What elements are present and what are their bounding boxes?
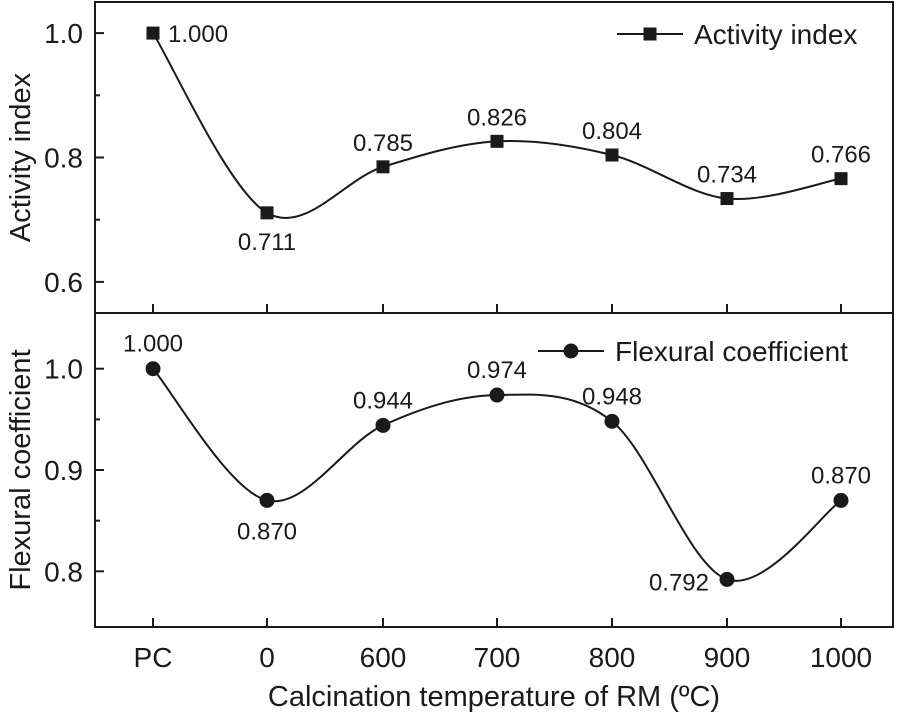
- activity-ylabel: Activity index: [5, 72, 37, 242]
- activity-point: [146, 26, 160, 40]
- flexural-point: [833, 492, 849, 508]
- flexural-ytick-label: 0.9: [44, 455, 83, 486]
- x-tick-label: 600: [360, 642, 407, 673]
- x-tick-label: PC: [134, 642, 173, 673]
- plot-frame: [94, 1, 894, 628]
- activity-legend-marker: [643, 27, 657, 41]
- flexural-point: [719, 571, 735, 587]
- activity-data-label: 1.000: [168, 21, 228, 48]
- activity-data-label: 0.766: [811, 142, 871, 169]
- flexural-data-label: 0.948: [582, 383, 642, 410]
- flexural-data-label: 0.870: [237, 518, 297, 545]
- flexural-ytick-label: 1.0: [44, 354, 83, 385]
- flexural-data-label: 0.792: [649, 569, 709, 596]
- activity-point: [834, 172, 848, 186]
- activity-data-label: 0.826: [467, 104, 527, 131]
- flexural-ylabel: Flexural coefficient: [5, 349, 37, 590]
- flexural-data-label: 1.000: [123, 331, 183, 358]
- activity-data-label: 0.785: [353, 130, 413, 157]
- x-tick-label: 1000: [810, 642, 872, 673]
- flexural-ytick-label: 0.8: [44, 556, 83, 587]
- activity-point: [720, 192, 734, 206]
- activity-point: [376, 160, 390, 174]
- flexural-data-label: 0.870: [811, 462, 871, 489]
- x-tick-label: 900: [704, 642, 751, 673]
- flexural-data-label: 0.974: [467, 357, 527, 384]
- flexural-data-label: 0.944: [353, 387, 413, 414]
- activity-point: [260, 206, 274, 220]
- activity-point: [490, 134, 504, 148]
- activity-ytick-label: 1.0: [44, 18, 83, 49]
- activity-data-label: 0.804: [582, 118, 642, 145]
- activity-ytick-label: 0.8: [44, 143, 83, 174]
- flexural-point: [259, 492, 275, 508]
- flexural-point: [145, 361, 161, 377]
- x-axis-label: Calcination temperature of RM (ºC): [268, 681, 720, 713]
- x-tick-label: 700: [474, 642, 521, 673]
- activity-legend-label: Activity index: [694, 19, 857, 50]
- activity-data-label: 0.711: [238, 229, 296, 256]
- x-tick-label: 800: [589, 642, 636, 673]
- activity-data-label: 0.734: [697, 162, 757, 189]
- flexural-point: [375, 417, 391, 433]
- flexural-point: [489, 387, 505, 403]
- flexural-legend-marker: [563, 343, 579, 359]
- activity-ytick-label: 0.6: [44, 267, 83, 298]
- flexural-legend-label: Flexural coefficient: [615, 336, 848, 367]
- activity-point: [605, 148, 619, 162]
- x-tick-label: 0: [259, 642, 275, 673]
- flexural-point: [604, 413, 620, 429]
